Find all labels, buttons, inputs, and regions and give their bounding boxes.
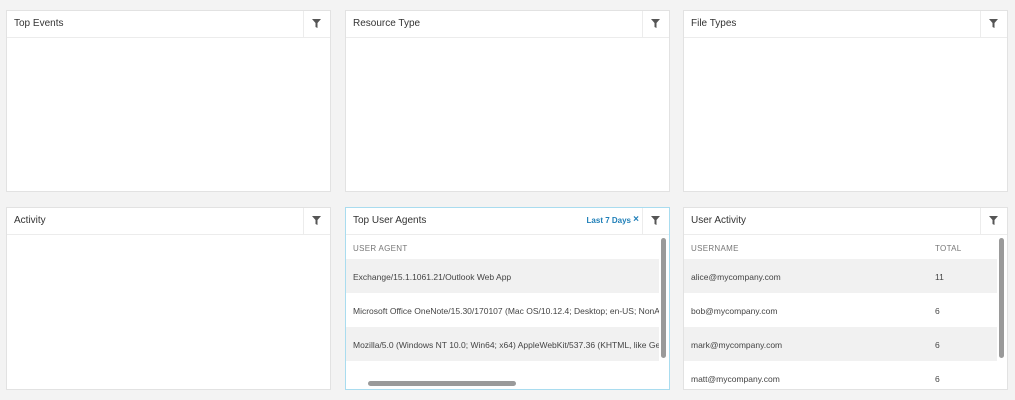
chart [7,208,331,390]
panel-title: Resource Type [353,18,421,29]
filter-button[interactable] [642,208,669,234]
panel: Top Events 051015FileAccessedFileUploaded… [6,10,331,192]
filter-button[interactable]: 8/30/20209/1/20209/3/20209/5/20209/7/202… [303,208,330,234]
column-header: TOTAL [935,244,962,253]
panel-header: User Activity [684,208,1007,235]
panel-header: Activity 8/30/20209/1/20209/3/20209/5/202… [7,208,330,235]
panel: Activity 8/30/20209/1/20209/3/20209/5/202… [6,207,331,390]
table-cell: Mozilla/5.0 (Windows NT 10.0; Win64; x64… [353,340,659,350]
table-cell: 11 [935,272,944,282]
scrollbar[interactable] [999,238,1004,358]
table-row[interactable]: bob@mycompany.com 6 [684,293,997,327]
clear-filter[interactable]: × [633,214,639,225]
column-header: USER AGENT [353,244,408,253]
column-header: USERNAME [691,244,739,253]
panel-header: Top Events 051015FileAccessedFileUploaded… [7,11,330,38]
panel-title: User Activity [691,215,747,226]
table-cell: bob@mycompany.com [691,306,778,316]
filter-button[interactable]: 73.1% File14.9% Page7.5% Web4.5% Other3%… [642,11,669,37]
chart [684,11,1008,192]
panel-title: Activity [14,215,46,226]
table-row[interactable]: alice@mycompany.com 11 [684,259,997,293]
panel: File Types 35.5% one29% pdf12.9% xlsx9.7%… [683,10,1008,192]
filter-chip[interactable]: Last 7 Days [586,216,631,225]
chart [346,11,670,192]
panel-title: File Types [691,18,737,29]
panel-title: Top User Agents [353,215,427,226]
chart [7,11,331,192]
table-row[interactable]: Microsoft Office OneNote/15.30/170107 (M… [346,293,659,327]
panel: Top User Agents Last 7 Days × USER AGENT E… [345,207,670,390]
table-cell: alice@mycompany.com [691,272,781,282]
table-row[interactable]: mark@mycompany.com 6 [684,327,997,361]
panel-header: Top User Agents Last 7 Days × [346,208,669,235]
filter-button[interactable]: 051015FileAccessedFileUploadedFileModifi… [303,11,330,37]
table-cell: 6 [935,340,940,350]
panel: Resource Type 73.1% File14.9% Page7.5% We… [345,10,670,192]
table-cell: mark@mycompany.com [691,340,783,350]
scrollbar[interactable] [661,238,666,358]
filter-button[interactable]: 35.5% one29% pdf12.9% xlsx9.7% onetmp3.2… [980,11,1007,37]
table-cell: Exchange/15.1.1061.21/Outlook Web App [353,272,512,282]
table-row[interactable]: matt@mycompany.com 6 [684,361,997,389]
table-cell: Microsoft Office OneNote/15.30/170107 (M… [353,306,659,316]
panel: User Activity USERNAME TOTAL alice@mycom… [683,207,1008,390]
table-cell: matt@mycompany.com [691,374,780,384]
panel-header: File Types 35.5% one29% pdf12.9% xlsx9.7%… [684,11,1007,38]
scrollbar[interactable] [368,381,516,386]
table-cell: 6 [935,374,940,384]
table-row[interactable]: Exchange/15.1.1061.21/Outlook Web App [346,259,659,293]
table-cell: 6 [935,306,940,316]
filter-button[interactable] [980,208,1007,234]
table-row[interactable]: Mozilla/5.0 (Windows NT 10.0; Win64; x64… [346,327,659,361]
panel-title: Top Events [14,18,64,29]
panel-header: Resource Type 73.1% File14.9% Page7.5% We… [346,11,669,38]
